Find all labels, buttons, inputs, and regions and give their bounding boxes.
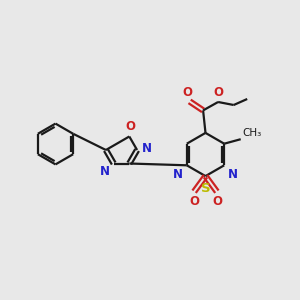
Text: N: N [228,168,238,181]
Text: O: O [214,86,224,99]
Text: N: N [173,168,183,181]
Text: N: N [100,165,110,178]
Text: O: O [189,195,199,208]
Text: O: O [212,195,222,208]
Text: CH₃: CH₃ [242,128,262,138]
Text: O: O [126,121,136,134]
Text: O: O [182,86,192,99]
Text: N: N [142,142,152,155]
Text: S: S [201,182,210,195]
